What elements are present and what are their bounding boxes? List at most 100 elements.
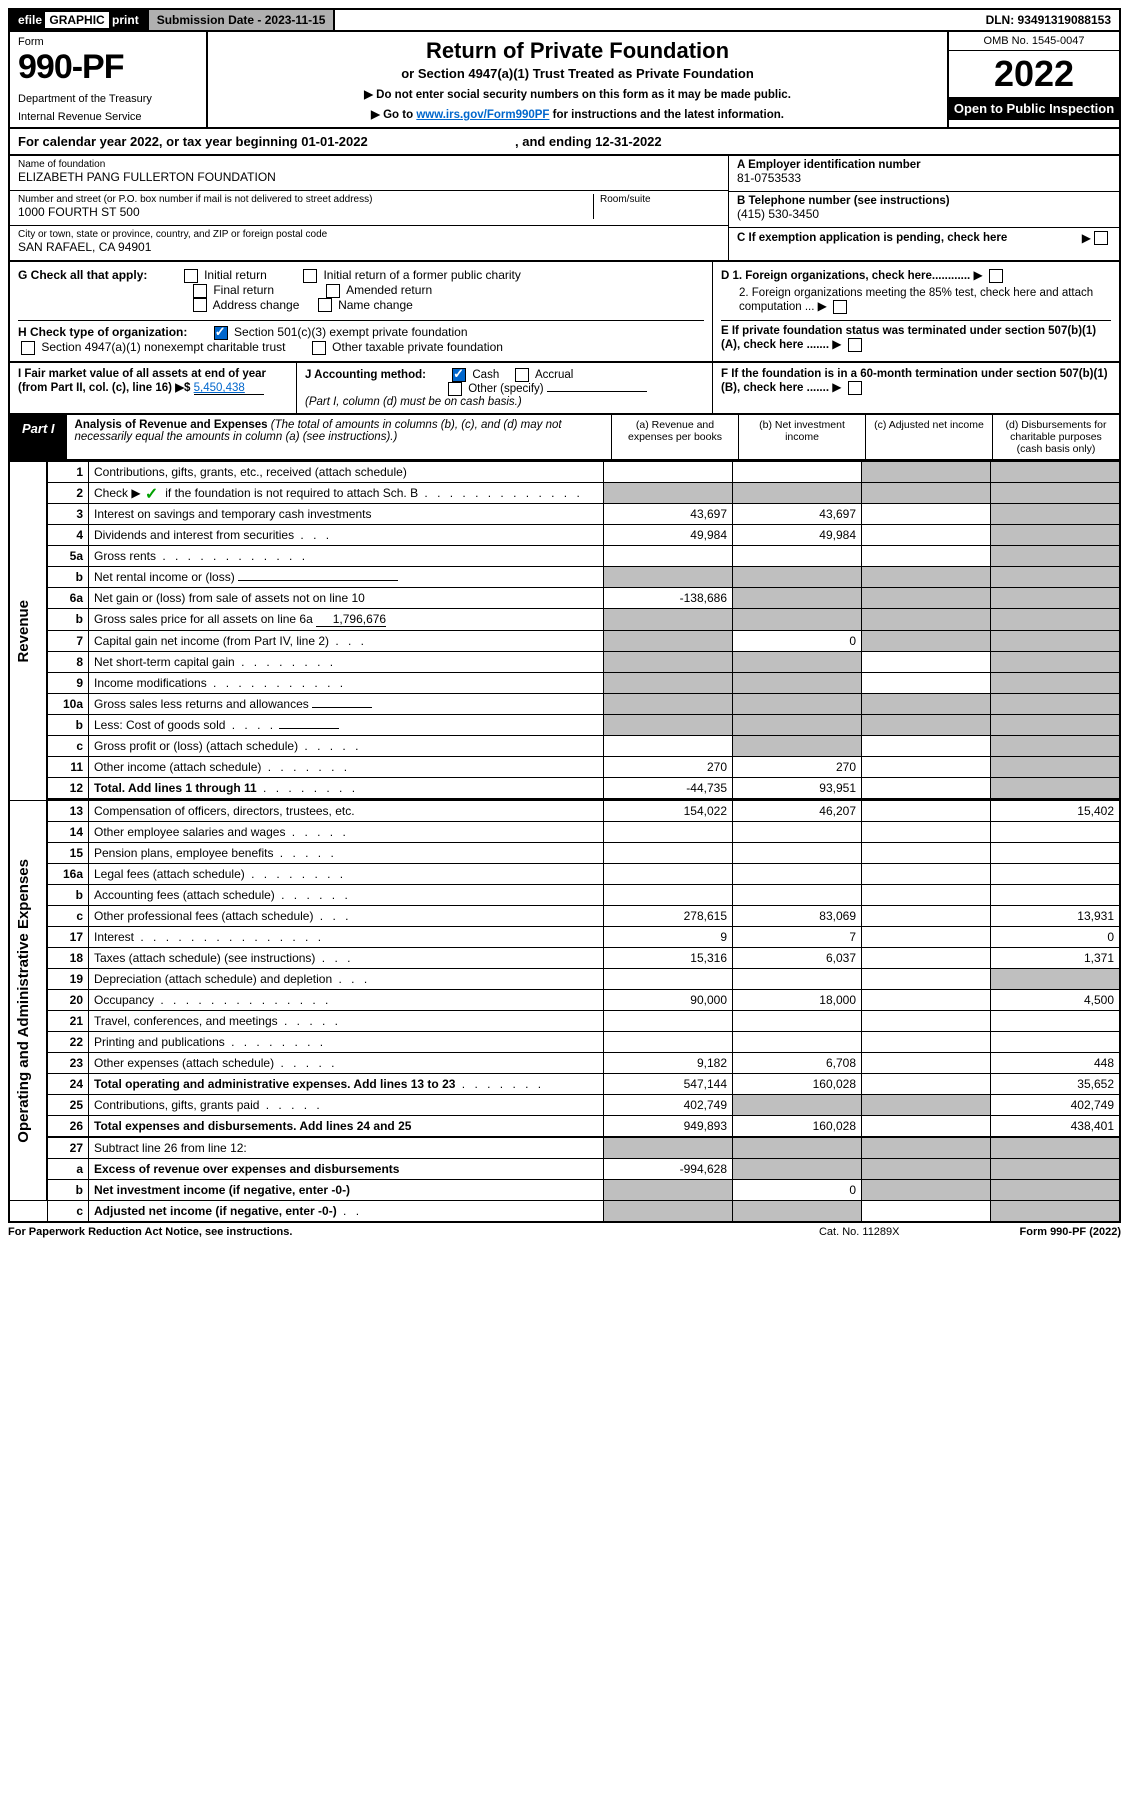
footer-right: Form 990-PF (2022): [1020, 1226, 1122, 1238]
g-initial-checkbox[interactable]: [184, 269, 198, 283]
f-label: F If the foundation is in a 60-month ter…: [721, 368, 1108, 394]
form-title: Return of Private Foundation: [214, 38, 941, 64]
row-5b: bNet rental income or (loss): [9, 567, 1120, 588]
calyear-b: , and ending 12-31-2022: [515, 134, 662, 149]
d2-checkbox[interactable]: [833, 300, 847, 314]
ein-label: A Employer identification number: [737, 159, 1111, 171]
c-checkbox[interactable]: [1094, 231, 1108, 245]
column-headers: (a) Revenue and expenses per books (b) N…: [611, 415, 1119, 459]
irs-link[interactable]: www.irs.gov/Form990PF: [416, 109, 549, 121]
g-address-checkbox[interactable]: [193, 298, 207, 312]
col-c-hdr: (c) Adjusted net income: [865, 415, 992, 459]
h-o2: Section 4947(a)(1) nonexempt charitable …: [41, 340, 285, 354]
main-table: Revenue 1Contributions, gifts, grants, e…: [8, 461, 1121, 1223]
row-9: 9Income modifications . . . . . . . . . …: [9, 673, 1120, 694]
i-value[interactable]: 5,450,438: [194, 382, 264, 395]
row-10c: cGross profit or (loss) (attach schedule…: [9, 736, 1120, 757]
g-o6: Name change: [338, 298, 413, 312]
g-o2: Initial return of a former public charit…: [323, 268, 520, 282]
row-25: 25Contributions, gifts, grants paid . . …: [9, 1095, 1120, 1116]
j-label: J Accounting method:: [305, 369, 426, 381]
f-checkbox[interactable]: [848, 381, 862, 395]
note-ssn: ▶ Do not enter social security numbers o…: [214, 87, 941, 101]
g-row: G Check all that apply: Initial return I…: [18, 268, 704, 312]
g-amended-checkbox[interactable]: [326, 284, 340, 298]
h-other-checkbox[interactable]: [312, 341, 326, 355]
col-a-hdr: (a) Revenue and expenses per books: [611, 415, 738, 459]
row-13: Operating and Administrative Expenses 13…: [9, 801, 1120, 822]
g-initial-former-checkbox[interactable]: [303, 269, 317, 283]
row-26: 26Total expenses and disbursements. Add …: [9, 1116, 1120, 1138]
part-badge: Part I: [10, 415, 67, 459]
calyear-a: For calendar year 2022, or tax year begi…: [18, 134, 368, 149]
row-8: 8Net short-term capital gain . . . . . .…: [9, 652, 1120, 673]
j-note: (Part I, column (d) must be on cash basi…: [305, 396, 522, 408]
j-cash-checkbox[interactable]: [452, 368, 466, 382]
g-o5: Address change: [213, 298, 300, 312]
row-27c: cAdjusted net income (if negative, enter…: [9, 1201, 1120, 1223]
omb-number: OMB No. 1545-0047: [949, 32, 1119, 51]
foundation-name: ELIZABETH PANG FULLERTON FOUNDATION: [18, 170, 720, 184]
row-23: 23Other expenses (attach schedule) . . .…: [9, 1053, 1120, 1074]
addr-val: 1000 FOURTH ST 500: [18, 205, 593, 219]
dept-treasury: Department of the Treasury: [18, 93, 198, 105]
d1-checkbox[interactable]: [989, 269, 1003, 283]
row-21: 21Travel, conferences, and meetings . . …: [9, 1011, 1120, 1032]
g-name-checkbox[interactable]: [318, 298, 332, 312]
col-b-hdr: (b) Net investment income: [738, 415, 865, 459]
efile-text: efile: [18, 13, 42, 27]
row-19: 19Depreciation (attach schedule) and dep…: [9, 969, 1120, 990]
dept-irs: Internal Revenue Service: [18, 111, 198, 123]
phone-label: B Telephone number (see instructions): [737, 195, 1111, 207]
d1-label: D 1. Foreign organizations, check here..…: [721, 270, 970, 282]
row-27: 27Subtract line 26 from line 12:: [9, 1137, 1120, 1159]
row-12: 12Total. Add lines 1 through 11 . . . . …: [9, 778, 1120, 800]
graphic-text: GRAPHIC: [45, 12, 108, 28]
room-label: Room/suite: [600, 194, 720, 205]
j-other-checkbox[interactable]: [448, 382, 462, 396]
note2-post: for instructions and the latest informat…: [549, 109, 784, 121]
g-o4: Amended return: [346, 283, 432, 297]
calendar-year-row: For calendar year 2022, or tax year begi…: [8, 129, 1121, 156]
j-o1: Cash: [472, 369, 499, 381]
j-o3: Other (specify): [468, 383, 543, 395]
form-subtitle: or Section 4947(a)(1) Trust Treated as P…: [214, 66, 941, 81]
print-text: print: [112, 13, 139, 27]
c-label: C If exemption application is pending, c…: [737, 232, 1082, 244]
arrow-icon: ▶: [1082, 231, 1091, 245]
row-17: 17Interest . . . . . . . . . . . . . . .…: [9, 927, 1120, 948]
dln: DLN: 93491319088153: [978, 10, 1119, 30]
e-checkbox[interactable]: [848, 338, 862, 352]
e-label: E If private foundation status was termi…: [721, 325, 1096, 351]
c-cell: C If exemption application is pending, c…: [729, 228, 1119, 251]
h-o1: Section 501(c)(3) exempt private foundat…: [234, 325, 467, 339]
row-16a: 16aLegal fees (attach schedule) . . . . …: [9, 864, 1120, 885]
name-cell: Name of foundation ELIZABETH PANG FULLER…: [10, 156, 728, 191]
row-2: 2Check ▶ if the foundation is not requir…: [9, 483, 1120, 504]
expenses-side: Operating and Administrative Expenses: [9, 801, 47, 1201]
row-10a: 10aGross sales less returns and allowanc…: [9, 694, 1120, 715]
row-5a: 5aGross rents . . . . . . . . . . . .: [9, 546, 1120, 567]
g-o1: Initial return: [204, 268, 267, 282]
g-final-checkbox[interactable]: [193, 284, 207, 298]
row-18: 18Taxes (attach schedule) (see instructi…: [9, 948, 1120, 969]
h-4947-checkbox[interactable]: [21, 341, 35, 355]
d-row: D 1. Foreign organizations, check here..…: [721, 268, 1111, 283]
submission-date: Submission Date - 2023-11-15: [147, 10, 336, 30]
phone-cell: B Telephone number (see instructions) (4…: [729, 192, 1119, 228]
h-501c3-checkbox[interactable]: [214, 326, 228, 340]
row-4: 4Dividends and interest from securities …: [9, 525, 1120, 546]
j-accrual-checkbox[interactable]: [515, 368, 529, 382]
g-o3: Final return: [213, 283, 274, 297]
ein-cell: A Employer identification number 81-0753…: [729, 156, 1119, 192]
row-1: Revenue 1Contributions, gifts, grants, e…: [9, 462, 1120, 483]
e-row: E If private foundation status was termi…: [721, 320, 1111, 352]
schb-checkbox[interactable]: [147, 488, 159, 500]
ij-row: I Fair market value of all assets at end…: [8, 363, 1121, 415]
part-desc: Analysis of Revenue and Expenses (The to…: [67, 415, 611, 459]
tax-year: 2022: [949, 51, 1119, 97]
footer: For Paperwork Reduction Act Notice, see …: [8, 1223, 1121, 1238]
form-header: Form 990-PF Department of the Treasury I…: [8, 32, 1121, 129]
name-label: Name of foundation: [18, 159, 720, 170]
footer-left: For Paperwork Reduction Act Notice, see …: [8, 1226, 292, 1238]
